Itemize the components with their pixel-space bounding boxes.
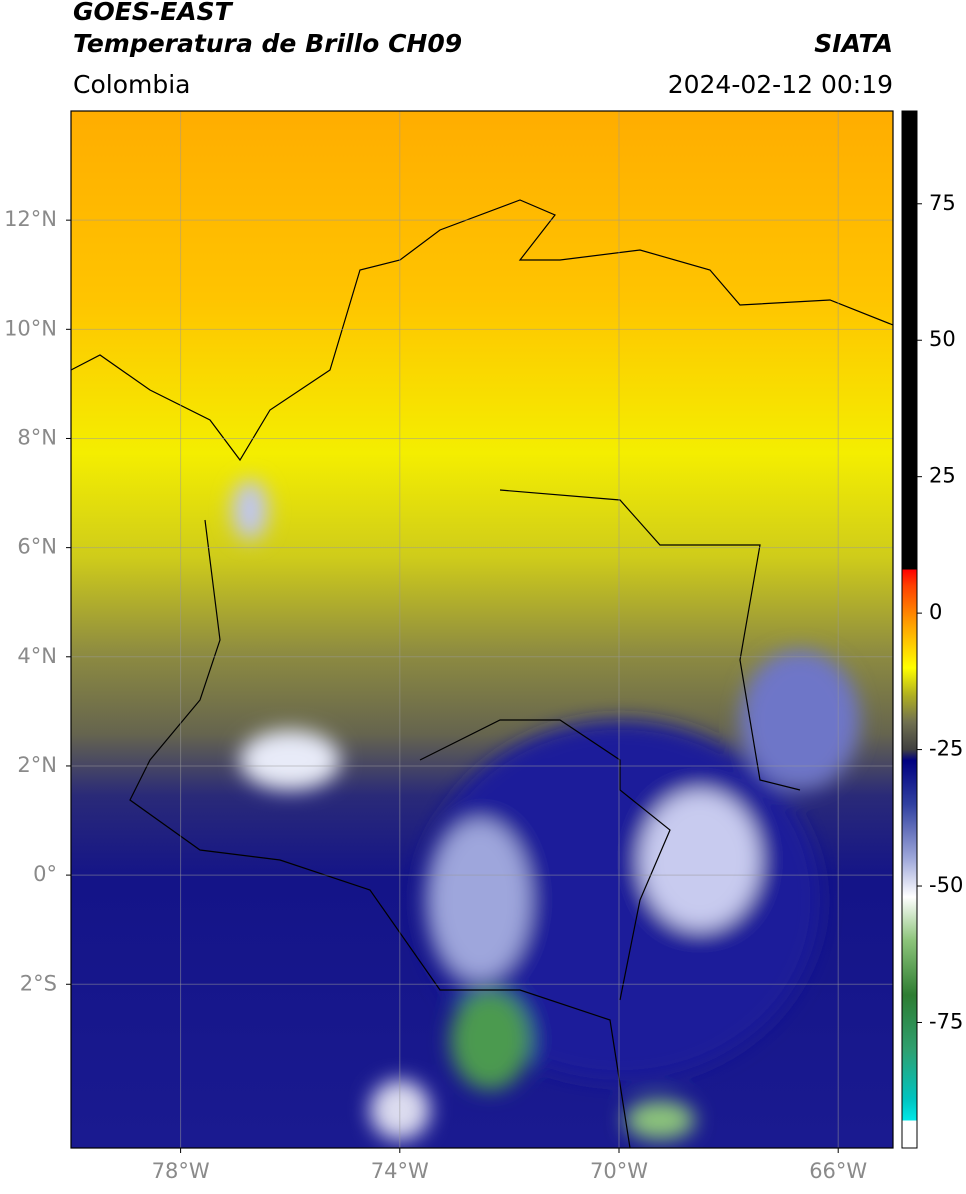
lat-tick-label: 2°S xyxy=(20,971,57,995)
colorbar xyxy=(901,110,918,1149)
lat-tick-label: 4°N xyxy=(17,644,57,668)
cloud xyxy=(625,1100,695,1140)
lat-tick-label: 8°N xyxy=(17,425,57,449)
cloud xyxy=(430,820,530,980)
lat-tick-label: 6°N xyxy=(17,535,57,559)
cloud xyxy=(450,990,530,1090)
map-frame xyxy=(70,110,894,1149)
coastline xyxy=(71,199,893,462)
colorbar-tick-label: 25 xyxy=(929,464,956,488)
cloud xyxy=(232,480,268,540)
datetime: 2024-02-12 00:19 xyxy=(668,70,893,99)
map-image xyxy=(71,111,893,1148)
lon-tick-label: 74°W xyxy=(371,1159,429,1183)
colorbar-tick-label: 0 xyxy=(929,600,942,624)
grid xyxy=(71,111,893,1148)
region: Colombia xyxy=(73,70,190,99)
cloud xyxy=(240,730,340,790)
colorbar-tick-label: 75 xyxy=(929,191,956,215)
lat-tick-label: 2°N xyxy=(17,753,57,777)
lon-tick-label: 70°W xyxy=(590,1159,648,1183)
border xyxy=(129,489,801,1148)
colorbar-tick-label: 50 xyxy=(929,327,956,351)
colorbar-tick-label: -50 xyxy=(929,873,963,897)
cloud xyxy=(640,790,760,930)
lat-tick-label: 12°N xyxy=(4,207,57,231)
lat-tick-label: 0° xyxy=(33,862,57,886)
subtitle: Temperatura de Brillo CH09 xyxy=(73,29,462,58)
source: SIATA xyxy=(814,29,893,58)
lon-tick-label: 78°W xyxy=(152,1159,210,1183)
lat-tick-label: 10°N xyxy=(4,316,57,340)
title: GOES-EAST xyxy=(73,0,234,26)
lon-tick-label: 66°W xyxy=(809,1159,867,1183)
colorbar-tick-label: -75 xyxy=(929,1009,963,1033)
cloud xyxy=(740,650,860,790)
colorbar-tick-label: -25 xyxy=(929,737,963,761)
